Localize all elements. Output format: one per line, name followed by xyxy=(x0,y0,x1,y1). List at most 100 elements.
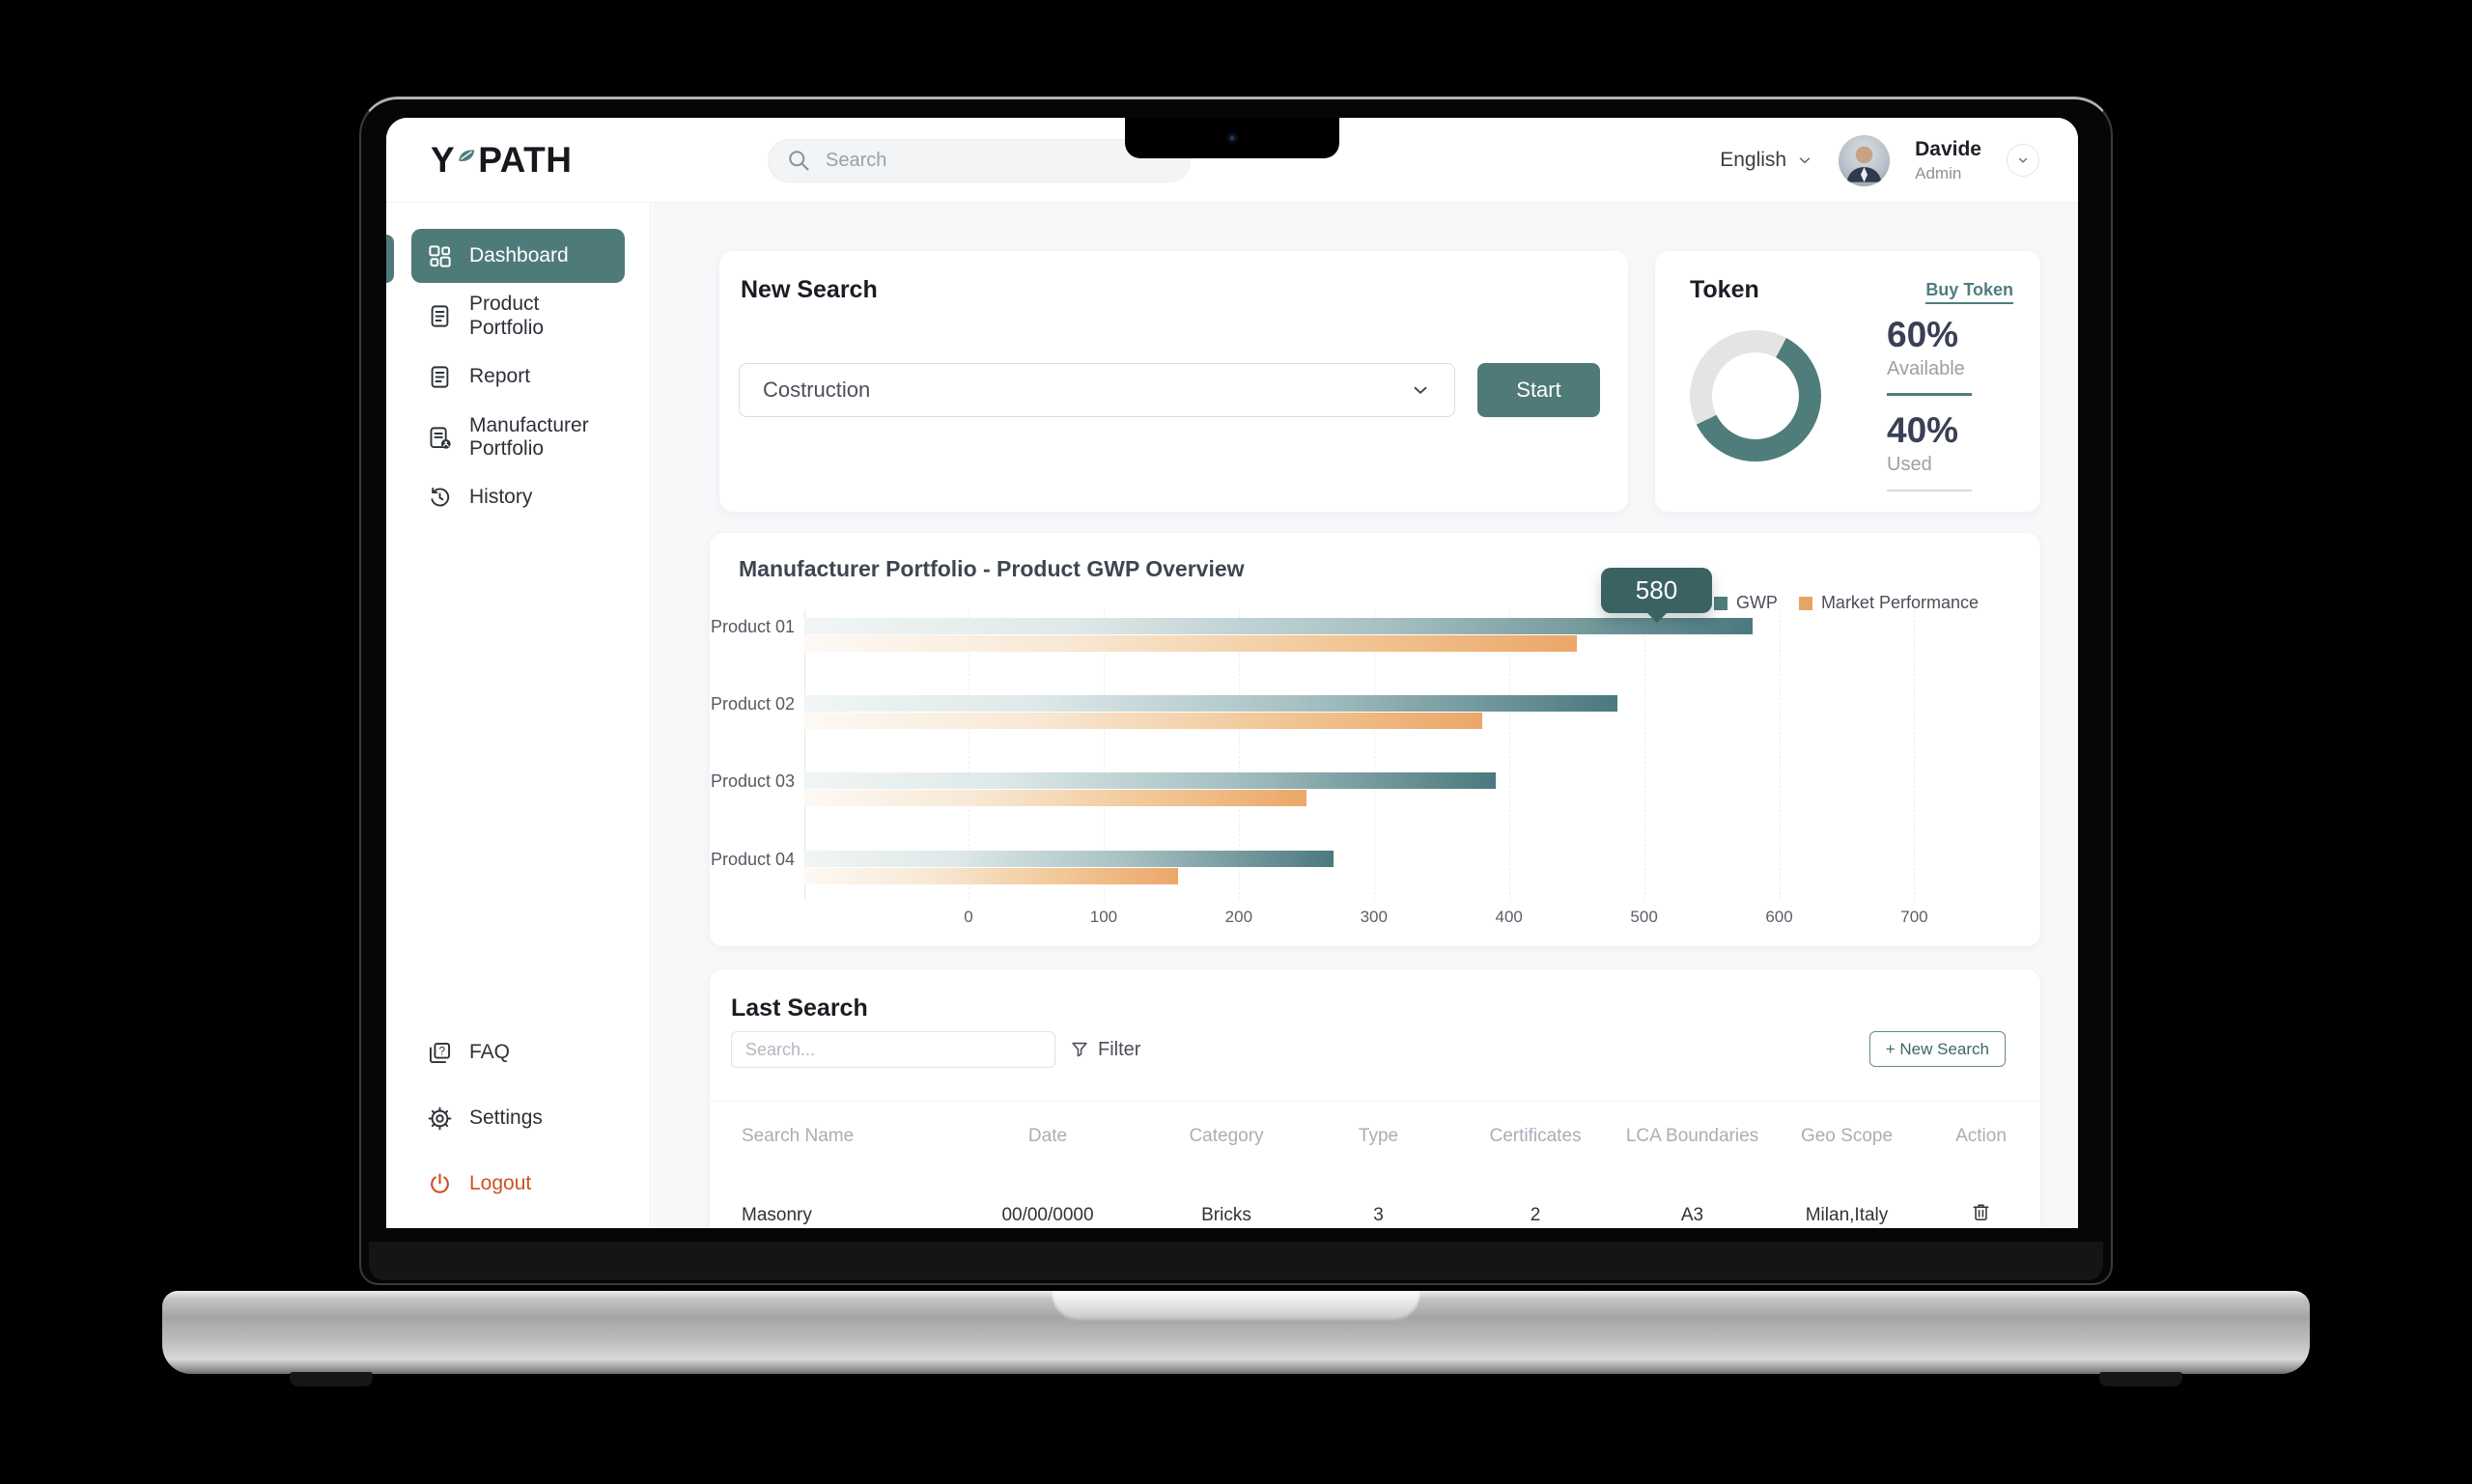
chevron-down-icon xyxy=(1410,379,1431,401)
laptop-foot xyxy=(290,1372,373,1386)
category-select-value: Costruction xyxy=(763,378,871,402)
token-donut-chart xyxy=(1690,330,1821,462)
row-cell: 3 xyxy=(1373,1204,1384,1225)
active-item-indicator xyxy=(386,235,394,283)
column-header-date: Date xyxy=(1027,1126,1068,1146)
available-label: Available xyxy=(1887,358,1965,379)
used-label: Used xyxy=(1887,454,1932,475)
filter-button[interactable]: Filter xyxy=(1069,1031,1140,1068)
chart-title: Manufacturer Portfolio - Product GWP Ove… xyxy=(739,556,1245,581)
used-percent: 40% xyxy=(1887,410,1959,450)
sidebar-item-label: Logout xyxy=(469,1171,532,1194)
language-label: English xyxy=(1720,149,1787,171)
gwp-chart-card: Manufacturer Portfolio - Product GWP Ove… xyxy=(710,533,2040,946)
gwp-bar-product-03[interactable] xyxy=(804,772,1496,789)
chevron-down-icon xyxy=(2018,157,2028,163)
market-performance-bar-product-02[interactable] xyxy=(804,713,1482,729)
chart-gridline xyxy=(1779,610,1781,900)
legend-item-market-performance: Market Performance xyxy=(1798,593,1979,613)
sidebar-item-label: Dashboard xyxy=(469,243,569,266)
table-search-input[interactable] xyxy=(731,1031,1055,1068)
x-axis-tick-label: 0 xyxy=(964,908,973,926)
gwp-bar-product-02[interactable] xyxy=(804,695,1617,712)
sidebar-item-dashboard[interactable]: Dashboard xyxy=(411,229,625,283)
sidebar-item-label: Manufacturer Portfolio xyxy=(469,413,589,460)
row-cell: Bricks xyxy=(1201,1204,1251,1225)
topbar-right: English Davide Admin xyxy=(1720,118,2039,203)
sidebar-item-label: Settings xyxy=(469,1106,543,1129)
sidebar-item-manufacturer-portfolio[interactable]: Manufacturer Portfolio xyxy=(411,407,625,467)
category-select[interactable]: Costruction xyxy=(739,363,1455,417)
used-divider xyxy=(1887,490,1972,491)
webcam-icon xyxy=(1225,131,1239,145)
language-selector[interactable]: English xyxy=(1720,149,1813,172)
leaf-icon xyxy=(455,132,479,175)
sidebar-nav: Dashboard Product Portfolio Report Manufact… xyxy=(386,203,650,519)
market-performance-bar-product-03[interactable] xyxy=(804,790,1306,806)
user-name: Davide xyxy=(1915,138,1981,161)
document-icon xyxy=(427,364,453,390)
chart-gridline xyxy=(1238,610,1240,900)
filter-label: Filter xyxy=(1098,1038,1141,1060)
history-clock-icon xyxy=(427,485,453,511)
chart-tooltip: 580 xyxy=(1601,568,1712,613)
laptop-hinge xyxy=(369,1242,2103,1280)
last-search-card: Last Search Filter + New Search Search N… xyxy=(710,969,2040,1228)
sidebar-item-faq[interactable]: ? FAQ xyxy=(411,1030,625,1075)
table-divider xyxy=(710,1101,2040,1102)
buy-token-link[interactable]: Buy Token xyxy=(1925,280,2013,304)
laptop-base xyxy=(162,1291,2310,1374)
new-search-card: New Search Costruction Start xyxy=(719,251,1628,512)
trash-icon[interactable] xyxy=(1970,1201,1992,1223)
column-header-category: Category xyxy=(1189,1126,1264,1146)
sidebar-item-report[interactable]: Report xyxy=(411,355,625,399)
x-axis-tick-label: 200 xyxy=(1224,908,1253,926)
search-icon xyxy=(786,148,812,174)
search-input[interactable] xyxy=(824,149,1172,173)
laptop-foot xyxy=(2099,1372,2182,1386)
row-cell: A3 xyxy=(1680,1204,1704,1225)
column-header-search-name: Search Name xyxy=(742,1126,855,1146)
sidebar-item-label: History xyxy=(469,486,533,509)
start-button[interactable]: Start xyxy=(1477,363,1600,417)
app-window: Y PATH English xyxy=(386,118,2078,1228)
sidebar-item-history[interactable]: History xyxy=(411,476,625,519)
new-search-title: New Search xyxy=(741,276,878,303)
market-performance-bar-product-04[interactable] xyxy=(804,868,1178,884)
user-role: Admin xyxy=(1915,163,1962,182)
sidebar-item-settings[interactable]: Settings xyxy=(411,1096,625,1140)
sidebar-item-label: Report xyxy=(469,365,531,388)
available-percent: 60% xyxy=(1887,315,1959,354)
user-menu-button[interactable] xyxy=(2007,144,2039,177)
new-search-button[interactable]: + New Search xyxy=(1868,1031,2006,1067)
gwp-bar-product-04[interactable] xyxy=(804,851,1334,867)
table-header: Search Name Date Category Type Certificates L… xyxy=(710,1126,2040,1147)
user-avatar[interactable] xyxy=(1839,134,1891,186)
document-icon xyxy=(427,303,453,329)
gear-icon xyxy=(427,1106,453,1132)
document-user-icon xyxy=(427,425,453,451)
column-header-lca-boundaries: LCA Boundaries xyxy=(1625,1126,1759,1146)
chart-tooltip-value: 580 xyxy=(1635,575,1678,604)
logo-text-y: Y xyxy=(431,140,456,180)
chart-gridline xyxy=(1914,610,1916,900)
dashboard-grid-icon xyxy=(427,243,453,269)
legend-swatch-icon xyxy=(1798,596,1812,610)
column-header-geo-scope: Geo Scope xyxy=(1800,1126,1894,1146)
global-search[interactable] xyxy=(768,139,1191,182)
column-header-action: Action xyxy=(1955,1126,2007,1146)
market-performance-bar-product-01[interactable] xyxy=(804,635,1577,652)
chart-gridline xyxy=(1373,610,1375,900)
row-action-cell xyxy=(1922,1201,2040,1228)
screen-notch xyxy=(1125,118,1339,158)
sidebar-item-logout[interactable]: Logout xyxy=(411,1162,625,1206)
sidebar-item-product-portfolio[interactable]: Product Portfolio xyxy=(411,293,625,339)
laptop-lid-notch xyxy=(1052,1291,1420,1322)
row-cell: 2 xyxy=(1530,1204,1541,1225)
gwp-bar-product-01[interactable] xyxy=(804,618,1753,634)
row-cell: Masonry xyxy=(742,1204,812,1225)
legend-swatch-icon xyxy=(1713,596,1728,610)
x-axis-tick-label: 600 xyxy=(1765,908,1793,926)
svg-text:?: ? xyxy=(438,1044,445,1057)
x-axis-tick-label: 300 xyxy=(1360,908,1388,926)
